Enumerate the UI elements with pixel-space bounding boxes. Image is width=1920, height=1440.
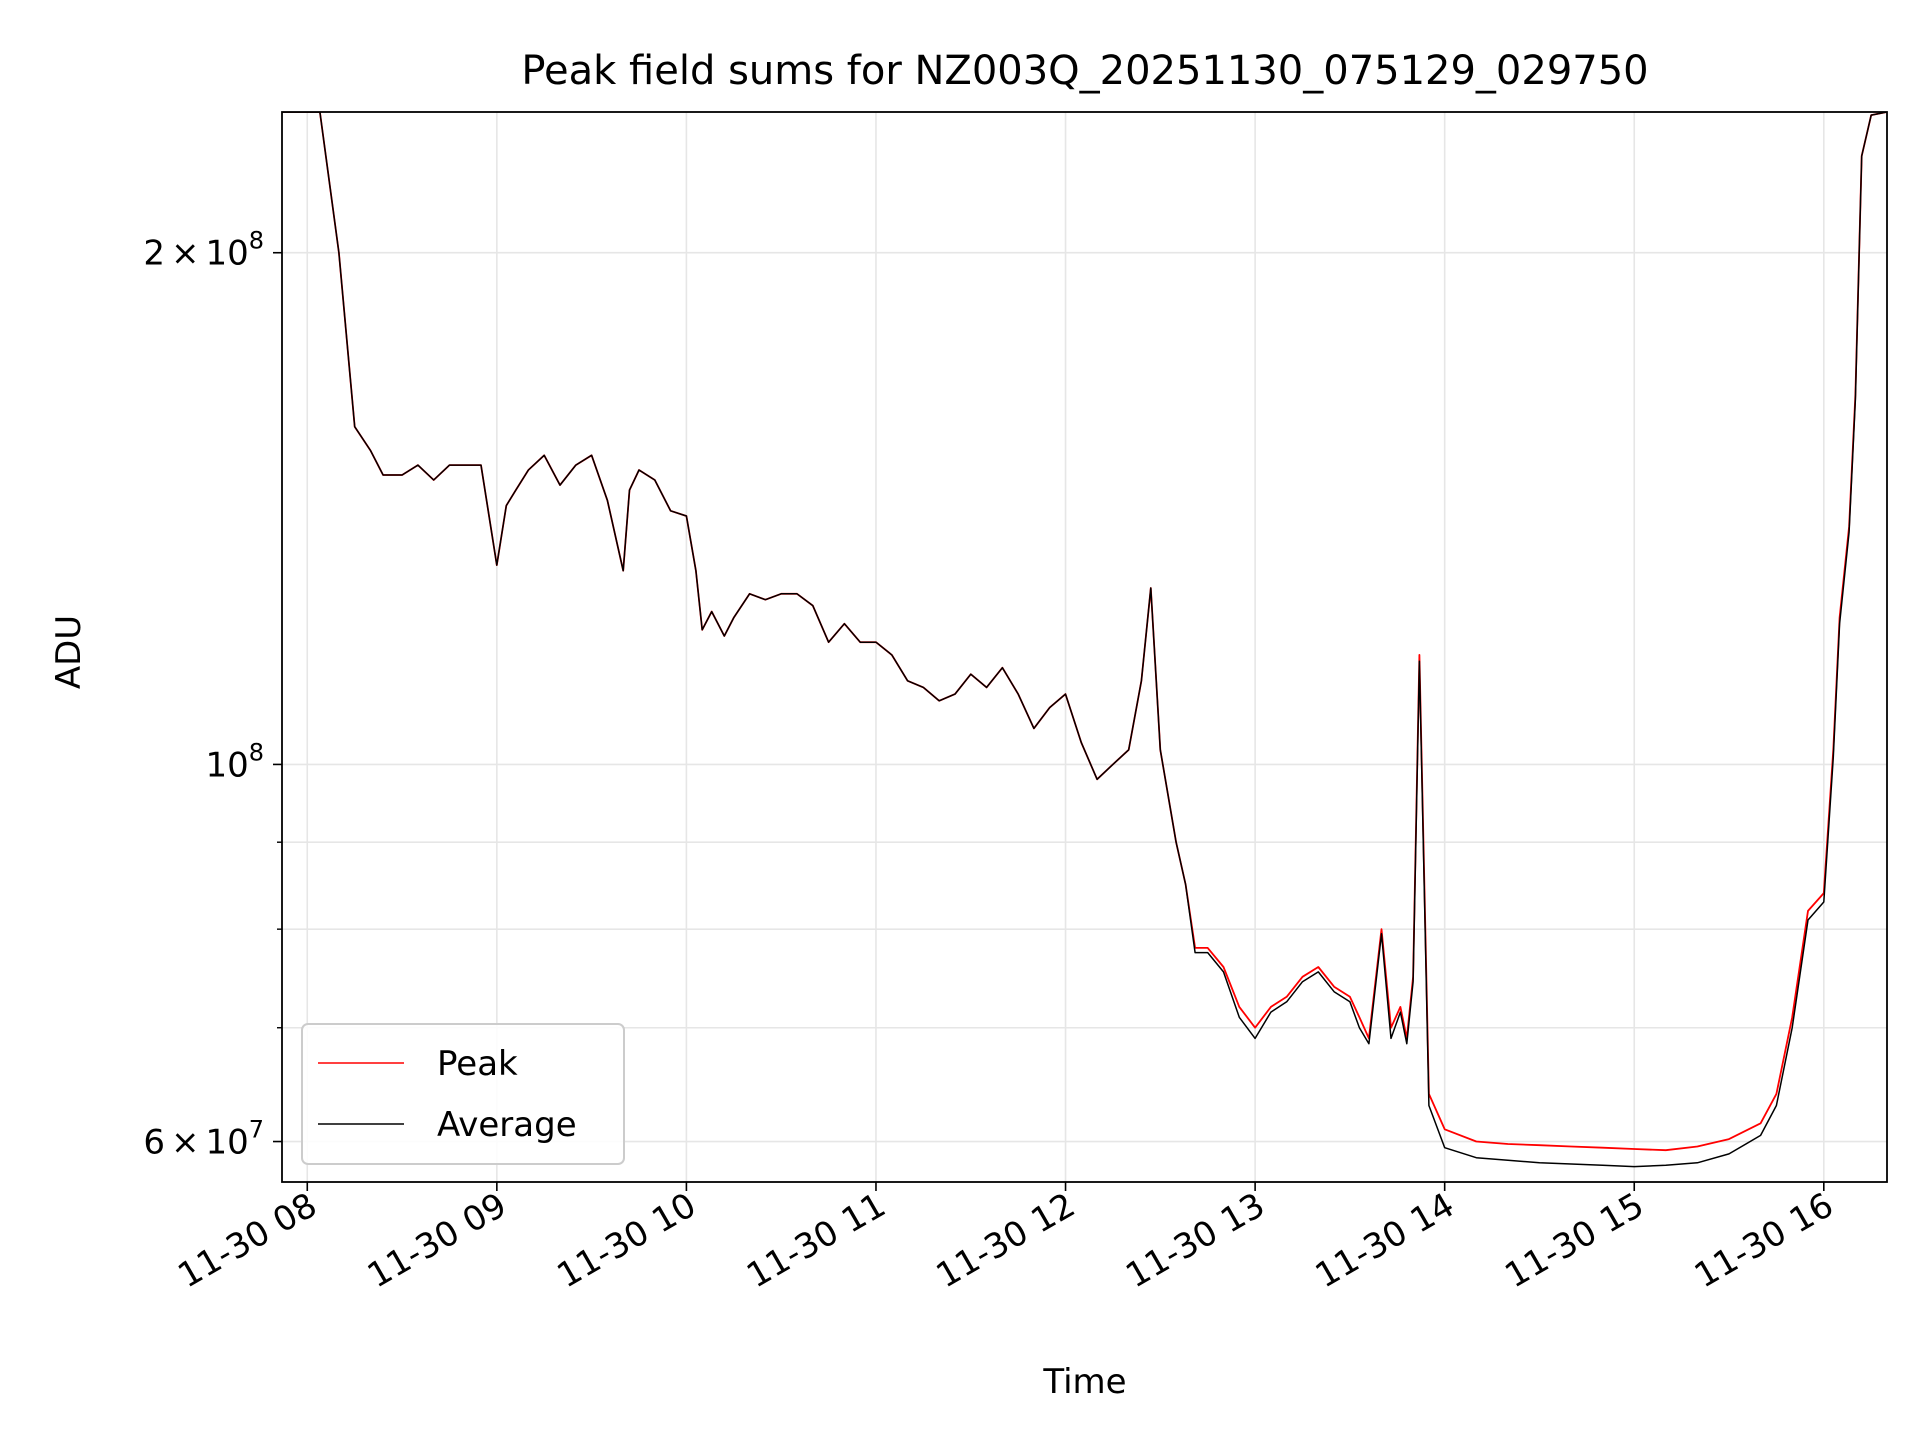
x-axis-label: Time	[1042, 1362, 1126, 1402]
y-tick-mantissa: 6	[143, 1123, 165, 1163]
y-tick-base: 10	[205, 1123, 248, 1163]
legend: Peak Average	[301, 1023, 625, 1165]
legend-box	[301, 1023, 625, 1165]
y-tick-label: 6 × 107	[143, 1116, 264, 1163]
y-tick-times: ×	[171, 234, 200, 274]
chart-title: Peak field sums for NZ003Q_20251130_0751…	[521, 48, 1648, 94]
legend-label-average: Average	[437, 1105, 577, 1145]
y-tick-exponent: 8	[249, 227, 264, 255]
plot-frame	[281, 111, 1888, 1183]
y-axis-label: ADU	[49, 615, 89, 689]
y-tick-exponent: 7	[249, 1116, 264, 1144]
y-tick-base: 10	[205, 745, 248, 785]
series-lines	[282, 112, 1887, 1168]
y-tick-label: 108	[205, 738, 264, 785]
y-tick-base: 10	[205, 234, 248, 274]
legend-label-peak: Peak	[437, 1044, 518, 1084]
y-tick-exponent: 8	[249, 738, 264, 766]
y-tick-times: ×	[171, 1123, 200, 1163]
y-tick-label: 2 × 108	[143, 227, 264, 274]
grid	[282, 112, 1887, 1182]
y-tick-mantissa: 2	[143, 234, 165, 274]
series-line-average	[282, 112, 1887, 1168]
